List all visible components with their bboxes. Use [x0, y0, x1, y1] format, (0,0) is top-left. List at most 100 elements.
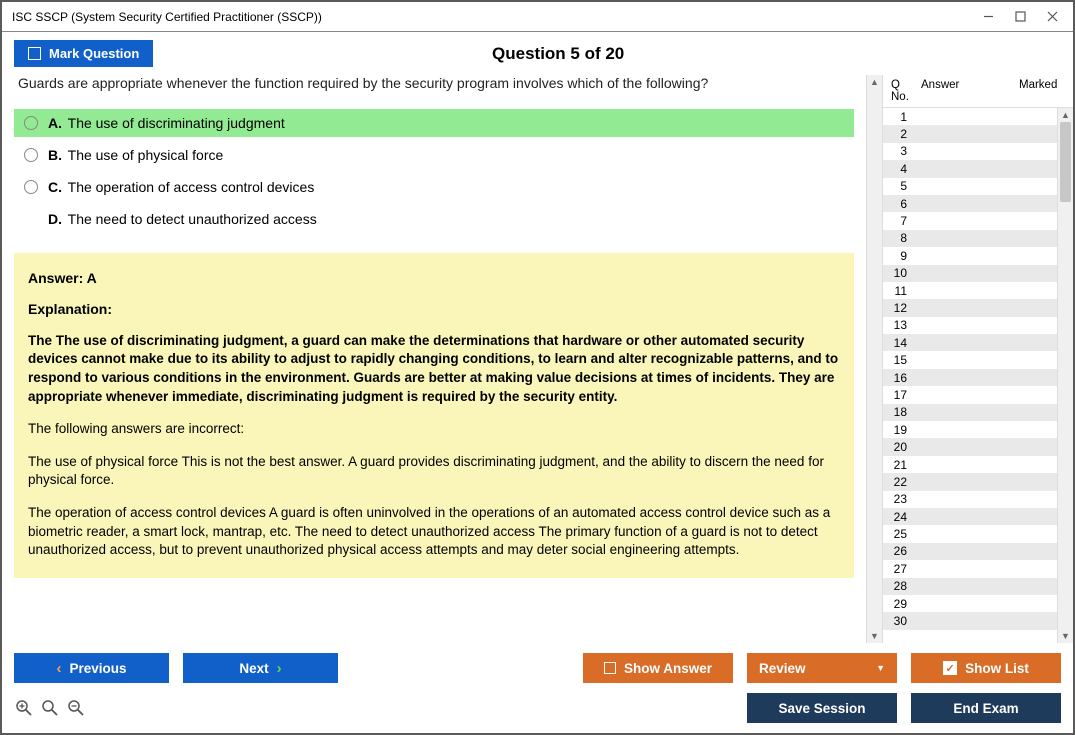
zoom-reset-icon[interactable] [14, 698, 34, 718]
question-list-row[interactable]: 29 [883, 595, 1057, 612]
question-number: 13 [883, 318, 911, 332]
question-content: Guards are appropriate whenever the func… [2, 75, 866, 643]
scroll-track[interactable] [867, 89, 882, 629]
question-list-row[interactable]: 21 [883, 456, 1057, 473]
question-list-row[interactable]: 16 [883, 369, 1057, 386]
question-number: 10 [883, 266, 911, 280]
question-number: 25 [883, 527, 911, 541]
radio-icon [24, 180, 38, 194]
question-list-row[interactable]: 15 [883, 351, 1057, 368]
review-button[interactable]: Review ▼ [747, 653, 897, 683]
review-label: Review [759, 661, 806, 676]
question-list-row[interactable]: 17 [883, 386, 1057, 403]
answer-choice[interactable]: D. The need to detect unauthorized acces… [14, 205, 854, 233]
question-list-row[interactable]: 30 [883, 612, 1057, 629]
question-number: 2 [883, 127, 911, 141]
answer-choice[interactable]: A. The use of discriminating judgment [14, 109, 854, 137]
question-number: 27 [883, 562, 911, 576]
choice-text: A. The use of discriminating judgment [48, 115, 285, 131]
save-session-button[interactable]: Save Session [747, 693, 897, 723]
question-list-row[interactable]: 14 [883, 334, 1057, 351]
maximize-button[interactable] [1007, 7, 1033, 27]
next-button[interactable]: Next › [183, 653, 338, 683]
question-list-row[interactable]: 12 [883, 299, 1057, 316]
show-list-button[interactable]: ✓ Show List [911, 653, 1061, 683]
question-number: 30 [883, 614, 911, 628]
question-list-row[interactable]: 2 [883, 125, 1057, 142]
list-scrollbar[interactable]: ▲ ▼ [1057, 108, 1073, 643]
close-button[interactable] [1039, 7, 1065, 27]
choice-text: C. The operation of access control devic… [48, 179, 314, 195]
question-list-row[interactable]: 7 [883, 212, 1057, 229]
footer-bar: ‹ Previous Next › Show Answer Review ▼ ✓… [2, 643, 1073, 733]
explanation-para: The operation of access control devices … [28, 504, 840, 560]
answer-line: Answer: A [28, 269, 840, 288]
explanation-label: Explanation: [28, 300, 840, 319]
answer-explanation-box: Answer: A Explanation: The The use of di… [14, 253, 854, 578]
chevron-left-icon: ‹ [56, 660, 61, 677]
question-list-row[interactable]: 23 [883, 491, 1057, 508]
question-list-row[interactable]: 20 [883, 438, 1057, 455]
col-answer: Answer [921, 79, 1019, 103]
question-list-row[interactable]: 27 [883, 560, 1057, 577]
question-list-row[interactable]: 8 [883, 230, 1057, 247]
content-scrollbar[interactable]: ▲ ▼ [866, 75, 882, 643]
question-list[interactable]: 1234567891011121314151617181920212223242… [883, 108, 1057, 643]
question-text: Guards are appropriate whenever the func… [18, 75, 854, 91]
question-number: 3 [883, 144, 911, 158]
zoom-controls [14, 698, 86, 718]
list-scroll-up[interactable]: ▲ [1058, 108, 1073, 122]
question-list-row[interactable]: 11 [883, 282, 1057, 299]
question-list-row[interactable]: 22 [883, 473, 1057, 490]
save-session-label: Save Session [778, 701, 865, 716]
previous-button[interactable]: ‹ Previous [14, 653, 169, 683]
question-number: 7 [883, 214, 911, 228]
answer-choice[interactable]: C. The operation of access control devic… [14, 173, 854, 201]
question-list-row[interactable]: 4 [883, 160, 1057, 177]
mark-question-button[interactable]: Mark Question [14, 40, 153, 67]
question-pane: Guards are appropriate whenever the func… [2, 75, 882, 643]
question-list-row[interactable]: 13 [883, 317, 1057, 334]
list-scroll-thumb[interactable] [1060, 122, 1071, 202]
question-list-row[interactable]: 9 [883, 247, 1057, 264]
col-marked: Marked [1019, 79, 1069, 103]
question-number: 9 [883, 249, 911, 263]
check-icon: ✓ [943, 661, 957, 675]
minimize-button[interactable] [975, 7, 1001, 27]
question-list-row[interactable]: 25 [883, 525, 1057, 542]
scroll-down-arrow[interactable]: ▼ [867, 629, 882, 643]
explanation-main: The The use of discriminating judgment, … [28, 332, 840, 407]
radio-icon [24, 148, 38, 162]
question-list-row[interactable]: 19 [883, 421, 1057, 438]
dropdown-icon: ▼ [876, 663, 885, 673]
radio-icon [24, 116, 38, 130]
scroll-up-arrow[interactable]: ▲ [867, 75, 882, 89]
zoom-out-icon[interactable] [66, 698, 86, 718]
show-answer-button[interactable]: Show Answer [583, 653, 733, 683]
show-list-label: Show List [965, 661, 1029, 676]
question-list-row[interactable]: 6 [883, 195, 1057, 212]
question-list-row[interactable]: 28 [883, 578, 1057, 595]
explanation-para: The use of physical force This is not th… [28, 453, 840, 490]
zoom-in-icon[interactable] [40, 698, 60, 718]
previous-label: Previous [69, 661, 126, 676]
chevron-right-icon: › [277, 660, 282, 677]
question-list-row[interactable]: 10 [883, 265, 1057, 282]
end-exam-button[interactable]: End Exam [911, 693, 1061, 723]
answer-choice[interactable]: B. The use of physical force [14, 141, 854, 169]
question-number: 12 [883, 301, 911, 315]
question-number: 16 [883, 371, 911, 385]
question-number: 19 [883, 423, 911, 437]
list-scroll-down[interactable]: ▼ [1058, 629, 1073, 643]
question-number: 20 [883, 440, 911, 454]
question-number: 26 [883, 544, 911, 558]
question-list-row[interactable]: 26 [883, 543, 1057, 560]
question-list-row[interactable]: 3 [883, 143, 1057, 160]
question-list-row[interactable]: 5 [883, 178, 1057, 195]
question-list-row[interactable]: 1 [883, 108, 1057, 125]
question-list-row[interactable]: 24 [883, 508, 1057, 525]
question-number: 5 [883, 179, 911, 193]
main-area: Guards are appropriate whenever the func… [2, 75, 1073, 643]
question-list-row[interactable]: 18 [883, 404, 1057, 421]
question-number: 29 [883, 597, 911, 611]
